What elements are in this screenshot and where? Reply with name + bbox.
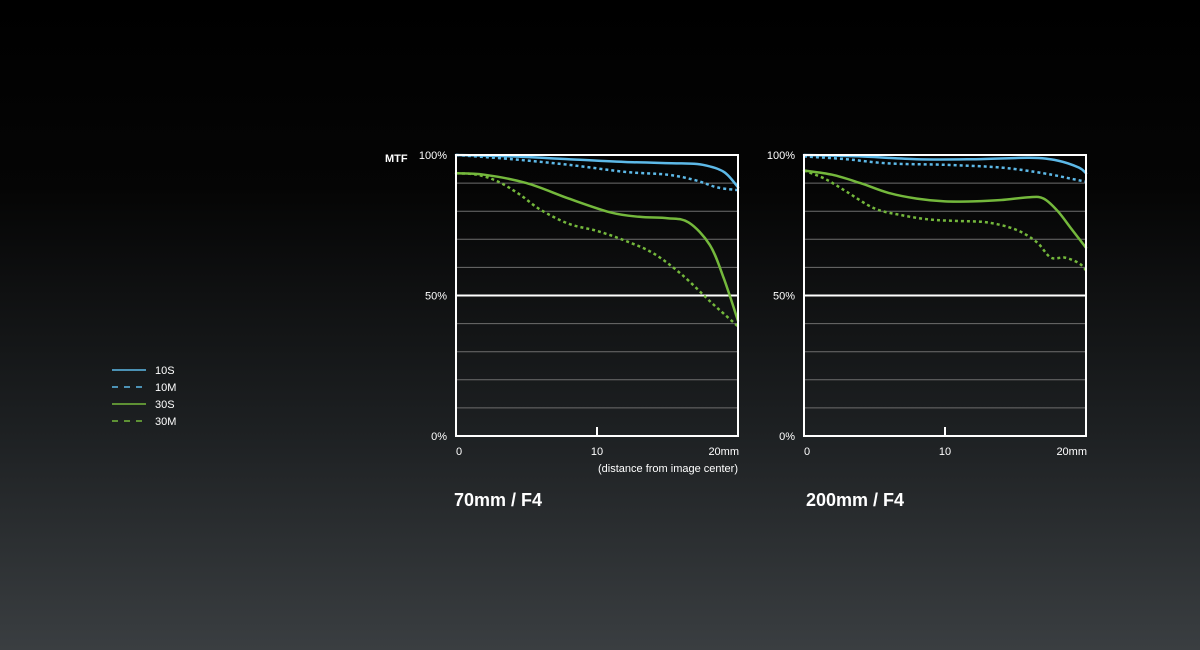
x-tick-10: 10 xyxy=(939,446,951,458)
distance-note: (distance from image center) xyxy=(598,463,738,475)
curve-30s xyxy=(802,169,1088,249)
legend-label-30s: 30S xyxy=(155,399,175,411)
x-tick-0: 0 xyxy=(456,446,462,458)
mtf-curves xyxy=(454,153,740,328)
y-tick-0: 0% xyxy=(779,431,795,443)
y-tick-labels: 100% 50% 0% xyxy=(419,150,447,443)
curve-10s xyxy=(802,153,1088,175)
y-tick-100: 100% xyxy=(767,150,795,162)
y-tick-50: 50% xyxy=(773,291,795,303)
x-tick-labels: 0 10 20mm xyxy=(456,446,739,458)
chart-title: 70mm / F4 xyxy=(454,490,542,510)
grid-lines xyxy=(456,182,738,409)
x-tick-0: 0 xyxy=(804,446,810,458)
curve-10m xyxy=(455,153,739,192)
x-tick-10: 10 xyxy=(591,446,603,458)
chart-title: 200mm / F4 xyxy=(806,490,904,510)
curve-30s xyxy=(454,172,740,323)
mtf-axis-label: MTF xyxy=(385,153,408,165)
y-tick-50: 50% xyxy=(425,291,447,303)
y-tick-0: 0% xyxy=(431,431,447,443)
curve-30m xyxy=(455,172,739,328)
legend-label-10s: 10S xyxy=(155,365,175,377)
chart-70mm-f4: 100% 50% 0% 0 10 20mm 70mm / F4 xyxy=(419,150,740,510)
chart-200mm-f4: 100% 50% 0% 0 10 20mm 200mm / F4 xyxy=(767,150,1088,510)
y-tick-labels: 100% 50% 0% xyxy=(767,150,795,443)
legend-label-30m: 30M xyxy=(155,416,176,428)
curve-10s xyxy=(454,153,740,189)
x-tick-labels: 0 10 20mm xyxy=(804,446,1087,458)
x-tick-20: 20mm xyxy=(1056,446,1087,458)
legend-label-10m: 10M xyxy=(155,382,176,394)
curve-30m xyxy=(803,169,1087,272)
legend: 10S 10M 30S 30M xyxy=(112,365,176,428)
x-tick-20: 20mm xyxy=(708,446,739,458)
grid-lines xyxy=(804,182,1086,409)
y-tick-100: 100% xyxy=(419,150,447,162)
mtf-curves xyxy=(802,153,1088,272)
curve-10m xyxy=(803,155,1087,183)
